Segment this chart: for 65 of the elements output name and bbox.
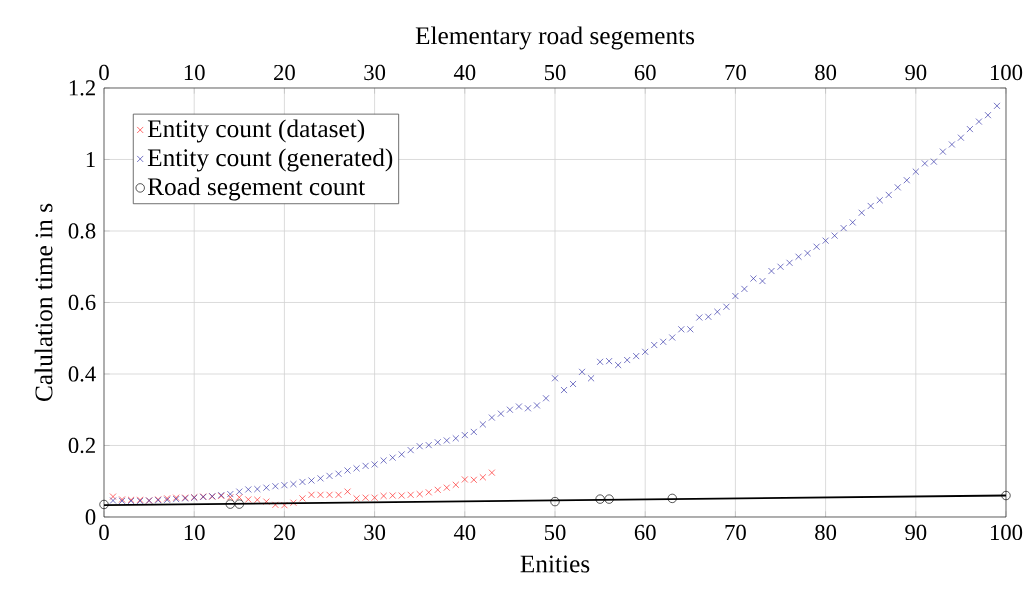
- point: [380, 492, 387, 500]
- x2-tick-label: 80: [815, 64, 837, 81]
- y-tick-label: 0.2: [68, 437, 95, 454]
- point: [479, 473, 487, 481]
- point: [371, 494, 378, 502]
- point: [344, 488, 351, 495]
- x-tick-label: 30: [364, 524, 386, 541]
- point: [398, 492, 406, 499]
- y-axis-title: Calulation time in s: [34, 203, 53, 402]
- legend-label: Entity count (dataset): [147, 119, 365, 143]
- point: [416, 490, 424, 498]
- point: [461, 476, 469, 483]
- point: [434, 486, 442, 494]
- point: [299, 495, 306, 502]
- x2-tick-label: 40: [453, 64, 476, 81]
- point: [470, 476, 478, 484]
- point: [362, 494, 369, 502]
- x2-tick-label: 90: [905, 64, 927, 81]
- y-tick-label: 1: [86, 152, 95, 167]
- legend-label: Entity count (generated): [147, 148, 393, 172]
- point: [488, 469, 496, 477]
- x-tick-label: 10: [184, 524, 205, 541]
- point: [272, 501, 279, 509]
- x-axis-title: Enities: [520, 555, 590, 573]
- legend-label: Road segement count: [147, 177, 366, 201]
- point: [263, 498, 270, 505]
- point: [425, 488, 433, 496]
- x-tick-label: 100: [990, 524, 1023, 541]
- point: [317, 491, 324, 499]
- x-tick-label: 60: [634, 524, 656, 541]
- y-tick-label: 1.2: [69, 80, 95, 96]
- y-tick-label: 0.4: [68, 366, 96, 382]
- x-tick-label: 50: [544, 524, 566, 541]
- x2-tick-label: 70: [725, 64, 746, 81]
- x2-tick-label: 10: [184, 64, 205, 81]
- point: [244, 496, 252, 503]
- x-tick-label: 90: [905, 524, 927, 541]
- point: [326, 491, 333, 499]
- x-tick-label: 80: [815, 524, 837, 541]
- x2-tick-label: 50: [544, 64, 566, 81]
- point: [335, 491, 342, 499]
- point: [443, 484, 451, 492]
- x-tick-label: 40: [453, 524, 476, 541]
- x-tick-label: 70: [725, 524, 746, 541]
- point: [407, 491, 415, 499]
- point: [353, 495, 360, 502]
- point: [290, 499, 297, 507]
- point: [389, 492, 396, 499]
- x2-tick-label: 30: [364, 64, 386, 81]
- point: [452, 481, 460, 489]
- x2-tick-label: 0: [99, 64, 109, 81]
- x-tick-label: 20: [274, 524, 295, 541]
- x-tick-label: 0: [99, 524, 109, 541]
- y-tick-label: 0: [85, 509, 96, 525]
- point: [308, 491, 315, 499]
- x2-tick-label: 60: [634, 64, 656, 81]
- point: [281, 501, 288, 509]
- y-tick-label: 0.6: [68, 294, 96, 311]
- x2-axis-title: Elementary road segements: [415, 26, 695, 50]
- y-tick-label: 0.8: [68, 223, 96, 239]
- x2-tick-label: 100: [990, 64, 1023, 81]
- point: [253, 496, 261, 504]
- x2-tick-label: 20: [274, 64, 295, 81]
- point: [109, 493, 117, 500]
- point: [235, 493, 243, 501]
